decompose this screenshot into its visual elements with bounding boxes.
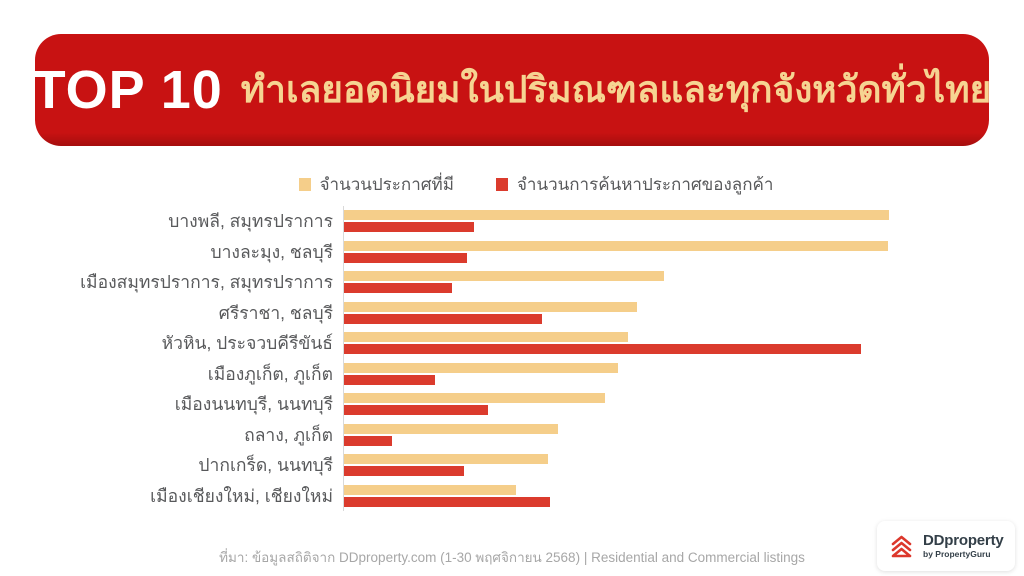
listings-bar: [344, 484, 517, 495]
chart-row: หัวหิน, ประจวบคีรีขันธ์: [0, 328, 1024, 359]
category-label: ถลาง, ภูเก็ต: [244, 424, 333, 445]
category-label: เมืองสมุทรปราการ, สมุทรปราการ: [80, 272, 333, 292]
top10-badge: TOP 10: [32, 60, 223, 120]
searches-bar: [344, 374, 435, 385]
chart-row: เมืองเชียงใหม่, เชียงใหม่: [0, 480, 1024, 511]
category-label: บางพลี, สมุทรปราการ: [168, 211, 333, 231]
plot-area: [343, 267, 1024, 298]
searches-bar: [344, 283, 452, 293]
legend-item-listings: จำนวนประกาศที่มี: [298, 171, 454, 198]
ddproperty-logo: DDproperty by PropertyGuru: [877, 521, 1015, 571]
plot-area: [343, 358, 1024, 389]
chart-row: ศรีราชา, ชลบุรี: [0, 297, 1024, 328]
listings-bar: [344, 423, 559, 434]
chart-legend: จำนวนประกาศที่มี จำนวนการค้นหาประกาศของล…: [24, 171, 1024, 198]
listings-bar: [344, 454, 548, 464]
category-label: เมืองภูเก็ต, ภูเก็ต: [207, 363, 333, 384]
chart-row: บางละมุง, ชลบุรี: [0, 236, 1024, 267]
plot-area: [343, 480, 1024, 511]
category-label: บางละมุง, ชลบุรี: [210, 241, 333, 262]
searches-bar: [344, 435, 392, 446]
searches-bar: [344, 466, 464, 476]
searches-bar: [344, 496, 550, 507]
chart-rows: บางพลี, สมุทรปราการบางละมุง, ชลบุรีเมือง…: [0, 206, 1024, 511]
plot-area: [343, 450, 1024, 481]
logo-subtitle: by PropertyGuru: [923, 548, 991, 559]
chart-row: ถลาง, ภูเก็ต: [0, 419, 1024, 450]
category-label: เมืองนนทบุรี, นนทบุรี: [174, 394, 333, 414]
plot-area: [343, 297, 1024, 328]
category-label: ศรีราชา, ชลบุรี: [218, 302, 333, 323]
searches-bar: [344, 344, 862, 354]
chart-row: เมืองภูเก็ต, ภูเก็ต: [0, 358, 1024, 389]
searches-bar: [344, 252, 468, 263]
plot-area: [343, 236, 1024, 267]
listings-bar: [344, 362, 619, 373]
listings-swatch-icon: [298, 178, 311, 191]
chart-row: เมืองสมุทรปราการ, สมุทรปราการ: [0, 267, 1024, 298]
category-label: เมืองเชียงใหม่, เชียงใหม่: [150, 485, 333, 506]
legend-item-searches: จำนวนการค้นหาประกาศของลูกค้า: [495, 171, 774, 198]
listings-bar: [344, 332, 628, 342]
listings-bar: [344, 393, 606, 403]
listings-bar: [344, 271, 664, 281]
logo-brand: DDproperty: [923, 532, 1004, 550]
chart-row: บางพลี, สมุทรปราการ: [0, 206, 1024, 237]
listings-bar: [344, 301, 638, 312]
plot-area: [343, 328, 1024, 359]
listings-bar: [344, 210, 889, 220]
source-note: ที่มา: ข้อมูลสถิติจาก DDproperty.com (1-…: [219, 550, 805, 565]
plot-area: [343, 419, 1024, 450]
category-label: หัวหิน, ประจวบคีรีขันธ์: [161, 333, 333, 353]
searches-bar: [344, 405, 488, 415]
ddproperty-chevron-icon: [891, 535, 912, 557]
header-banner: TOP 10 ทำเลยอดนิยมในปริมณฑลและทุกจังหวัด…: [32, 34, 992, 146]
logo-text: DDproperty by PropertyGuru: [923, 533, 1004, 559]
page-title: ทำเลยอดนิยมในปริมณฑลและทุกจังหวัดทั่วไทย: [240, 68, 992, 110]
chart-row: ปากเกร็ด, นนทบุรี: [0, 450, 1024, 481]
searches-swatch-icon: [495, 178, 508, 191]
chart-row: เมืองนนทบุรี, นนทบุรี: [0, 389, 1024, 420]
legend-label-searches: จำนวนการค้นหาประกาศของลูกค้า: [516, 175, 774, 194]
plot-area: [343, 206, 1024, 237]
plot-area: [343, 389, 1024, 420]
legend-label-listings: จำนวนประกาศที่มี: [319, 175, 454, 194]
listings-bar: [344, 240, 888, 251]
searches-bar: [344, 313, 542, 324]
searches-bar: [344, 222, 475, 232]
category-label: ปากเกร็ด, นนทบุรี: [198, 455, 333, 475]
